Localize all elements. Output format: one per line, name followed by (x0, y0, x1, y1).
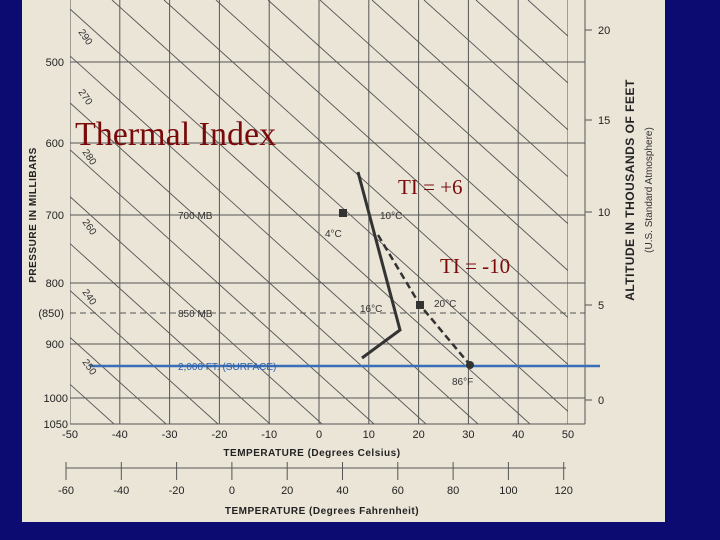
adiabat (371, 0, 568, 178)
alt-tick: 10 (598, 207, 610, 219)
f-tick-label: 60 (392, 485, 404, 497)
c-tick: -40 (112, 429, 128, 441)
adiabat (319, 0, 568, 225)
paper (22, 0, 665, 522)
grid (0, 0, 568, 424)
point (416, 301, 424, 309)
slide-title: Thermal Index (75, 116, 276, 153)
p-tick: 1000 (44, 393, 68, 405)
level-label: 700 MB (178, 211, 213, 222)
f-tick-label: 20 (281, 485, 293, 497)
f-tick-label: 80 (447, 485, 459, 497)
annotation: TI = -10 (440, 254, 510, 278)
adiabat (163, 0, 568, 366)
alt-tick: 15 (598, 115, 610, 127)
c-tick: 0 (316, 429, 322, 441)
f-tick-label: -40 (113, 485, 129, 497)
c-tick: 30 (462, 429, 474, 441)
alt-tick: 20 (598, 25, 610, 37)
adiabat (70, 149, 375, 424)
alt-axis-label: ALTITUDE IN THOUSANDS OF FEET (623, 79, 637, 301)
alt-tick: 5 (598, 300, 604, 312)
adiabat (475, 0, 568, 84)
adiabat (70, 196, 323, 424)
alt-tick: 0 (598, 395, 604, 407)
f-tick-label: -20 (169, 485, 185, 497)
p-axis-label: PRESSURE IN MILLIBARS (28, 147, 39, 283)
f-tick-label: 0 (229, 485, 235, 497)
c-tick: 10 (363, 429, 375, 441)
adiabat (70, 336, 167, 424)
adiabat (215, 0, 568, 319)
adiabat (70, 8, 531, 424)
adiabat (0, 0, 10, 424)
p-tick: 800 (46, 278, 64, 290)
f-tick-label: 120 (555, 485, 573, 497)
f-ticks (65, 462, 565, 480)
sounding (356, 171, 402, 360)
adiabat (70, 102, 427, 424)
point-label: 10°C (380, 211, 402, 222)
p-tick: 1050 (44, 419, 68, 431)
level-label: 850 MB (178, 309, 213, 320)
pressure-lines (70, 0, 586, 425)
annotation: TI = +6 (398, 175, 463, 199)
c-tick: -30 (162, 429, 178, 441)
adiabat (70, 289, 219, 424)
alt-axis-sublabel: (U.S. Standard Atmosphere) (644, 127, 655, 253)
adiabat (267, 0, 568, 272)
p-tick: (850) (38, 308, 64, 320)
p-tick: 600 (46, 138, 64, 150)
p-tick: 900 (46, 339, 64, 351)
point-label: 86°F (452, 377, 473, 388)
f-tick-label: 40 (336, 485, 348, 497)
p-tick: 700 (46, 210, 64, 222)
alt-ticks (585, 29, 592, 401)
c-tick: -20 (211, 429, 227, 441)
c-tick: 50 (562, 429, 574, 441)
c-tick: -10 (261, 429, 277, 441)
point-label: 20°C (434, 299, 456, 310)
adiabat (70, 55, 479, 424)
c-axis-label: TEMPERATURE (Degrees Celsius) (223, 448, 400, 459)
point-label: 16°C (360, 304, 382, 315)
point (339, 209, 347, 217)
p-tick: 500 (46, 57, 64, 69)
adiabat (70, 242, 271, 424)
point (466, 361, 474, 369)
level-label: 2,000 FT. (SURFACE) (178, 362, 276, 373)
adiabat (423, 0, 568, 131)
c-tick: 20 (412, 429, 424, 441)
f-tick-label: 100 (499, 485, 517, 497)
point-label: 4°C (325, 229, 342, 240)
f-tick-label: -60 (58, 485, 74, 497)
c-tick: -50 (62, 429, 78, 441)
c-tick: 40 (512, 429, 524, 441)
f-axis-label: TEMPERATURE (Degrees Fahrenheit) (225, 506, 419, 517)
